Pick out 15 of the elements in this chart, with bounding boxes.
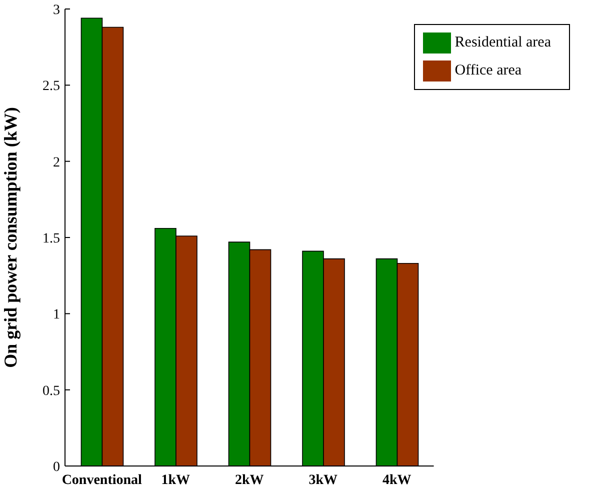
- x-tick-label: 4kW: [382, 472, 412, 488]
- y-tick-label: 2: [53, 155, 60, 170]
- y-tick-label: 1.5: [42, 231, 60, 246]
- y-axis-title: On grid power consumption (kW): [0, 107, 20, 368]
- y-tick-label: 3: [53, 2, 60, 18]
- legend-label: Office area: [454, 62, 522, 78]
- x-tick-label: 2kW: [234, 472, 264, 488]
- legend-label: Residential area: [454, 34, 551, 50]
- y-tick-label: 1: [53, 308, 60, 323]
- y-tick-label: 0: [53, 460, 60, 475]
- y-tick-label: 2.5: [42, 79, 60, 94]
- x-tick-label: 3kW: [308, 472, 338, 488]
- x-tick-label: 1kW: [161, 472, 190, 488]
- x-tick-label: Conventional: [62, 472, 142, 488]
- y-tick-label: 0.5: [42, 384, 60, 399]
